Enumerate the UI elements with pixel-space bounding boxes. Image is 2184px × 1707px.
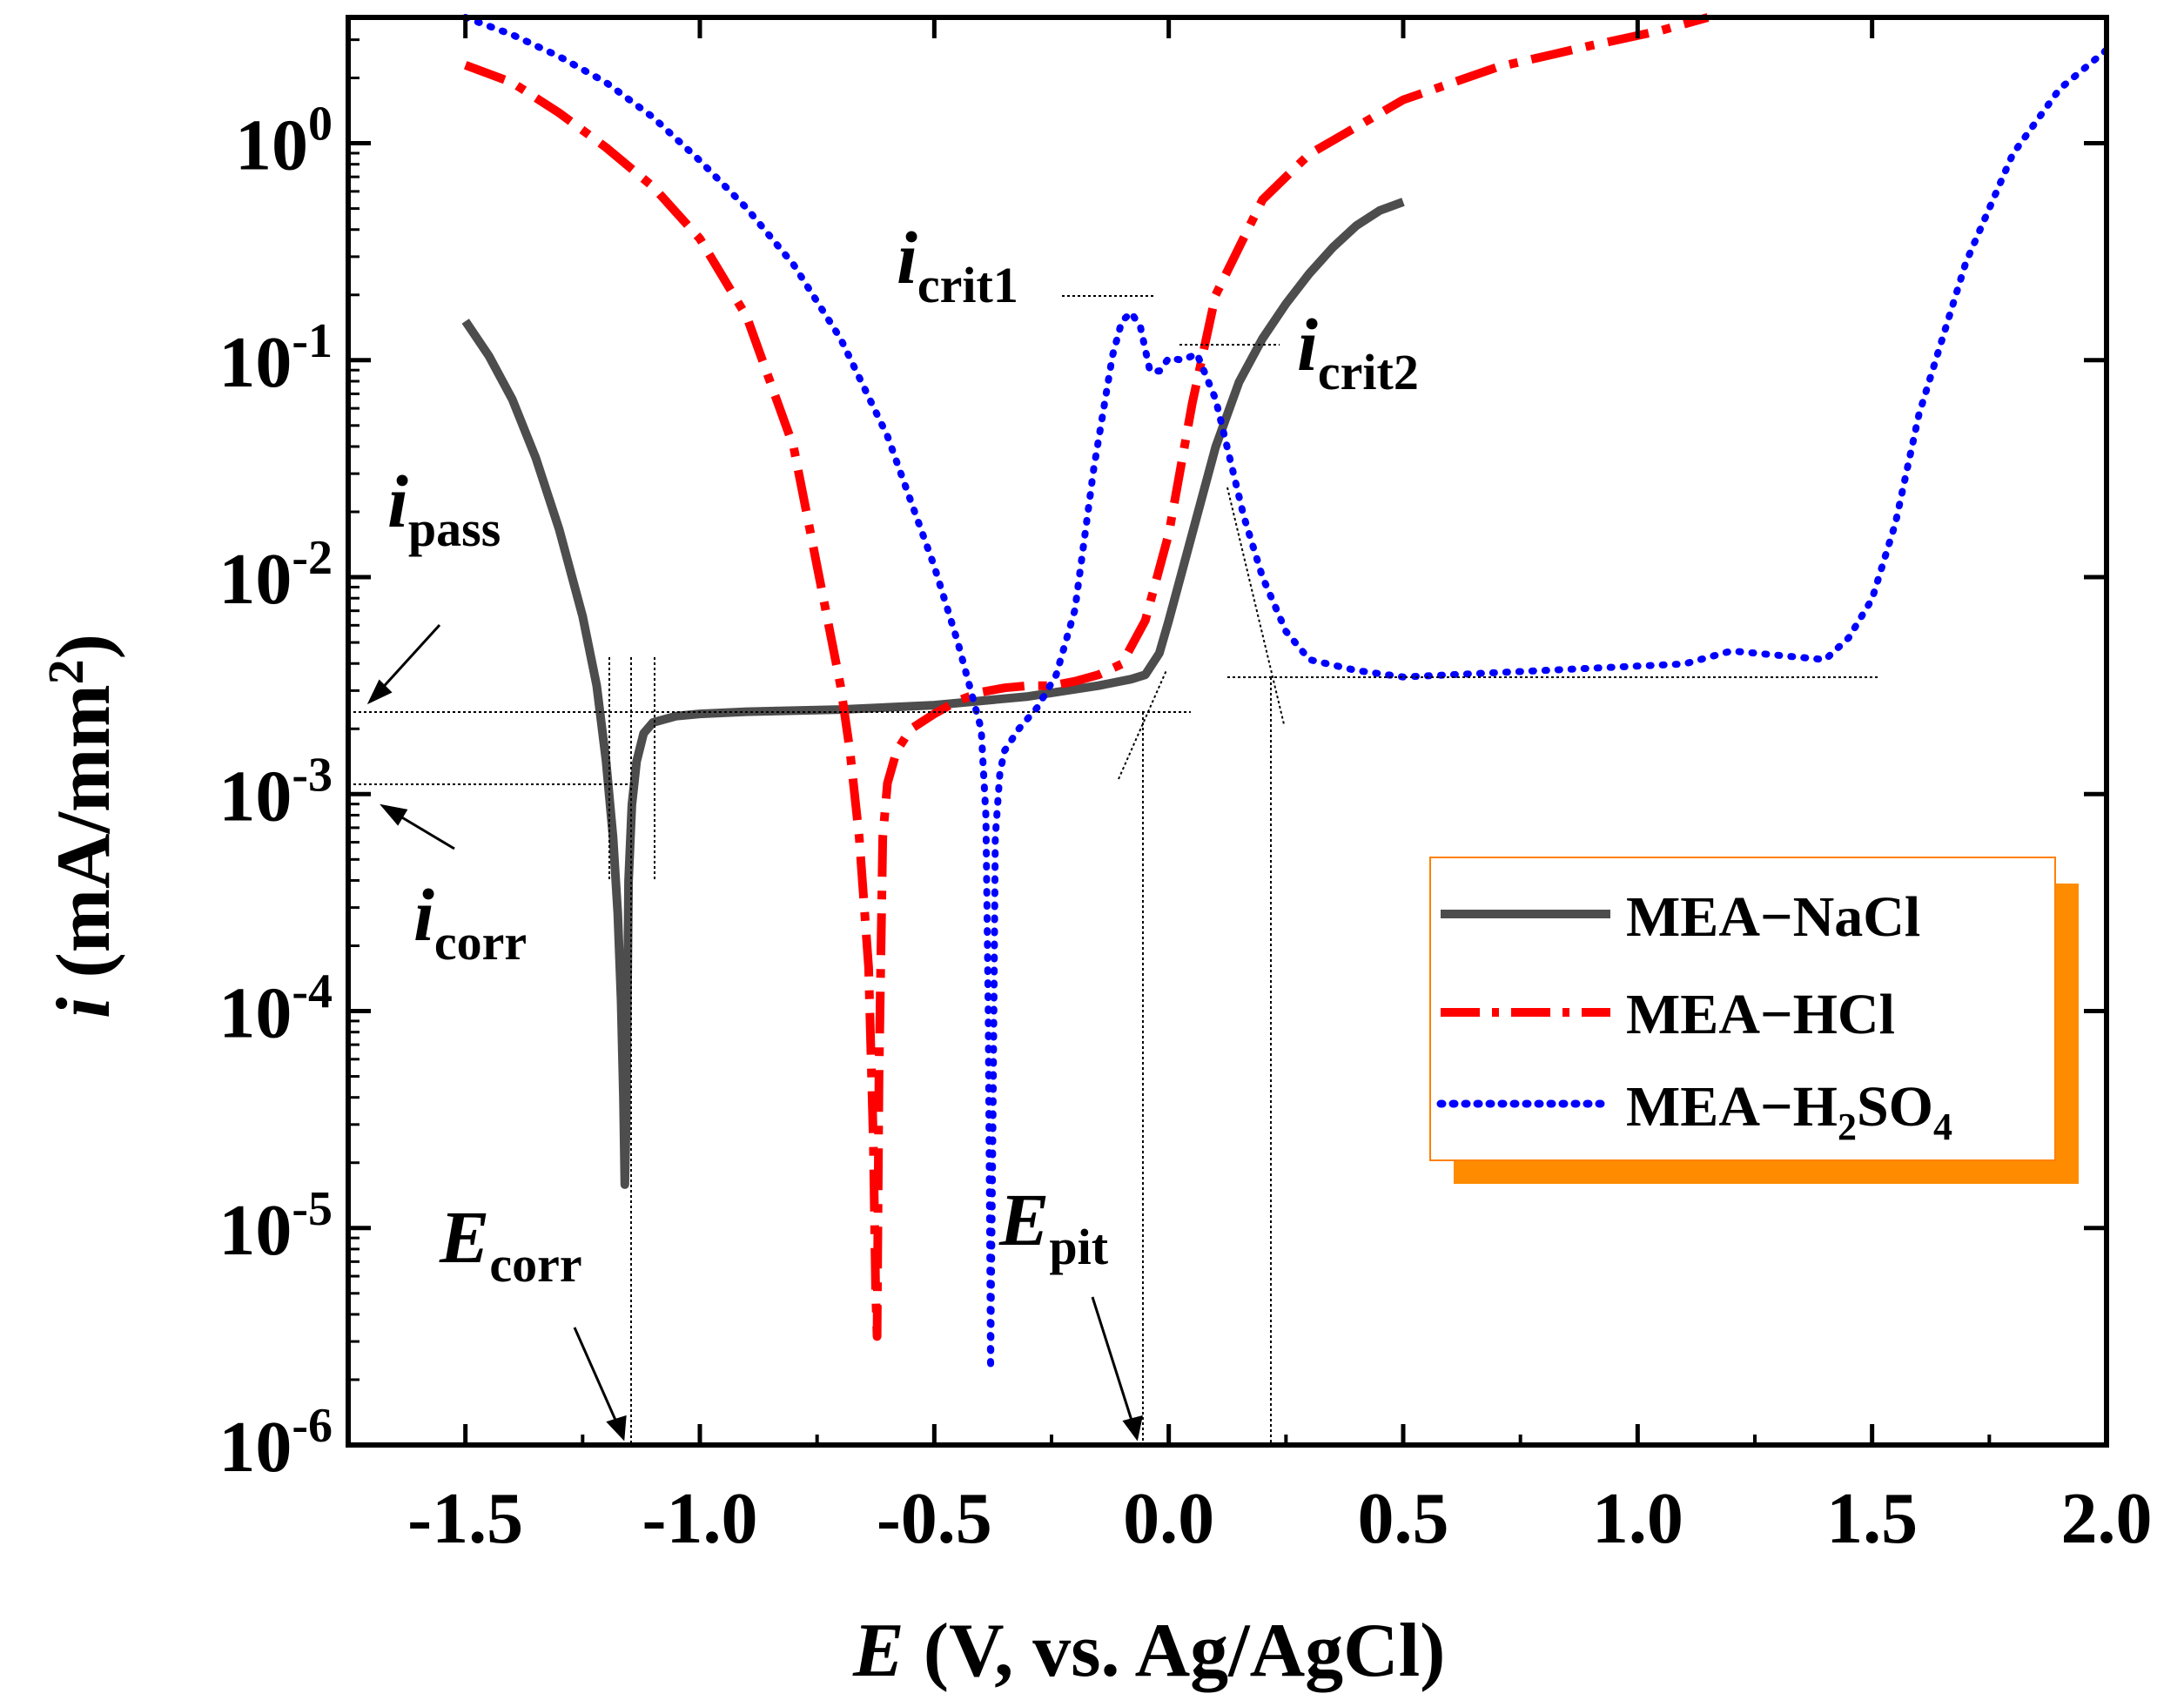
x-tick-label: 2.0 (2061, 1478, 2153, 1559)
x-tick-label: -0.5 (877, 1478, 992, 1559)
series-layer (461, 13, 2110, 1373)
arrow-e-pit (1091, 1296, 1135, 1427)
x-axis-title: E (V, vs. Ag/AgCl) (852, 1609, 1445, 1693)
legend-label-h2so4: MEA−H2SO4 (1626, 1075, 1952, 1148)
annot-i-crit1: icrit1 (897, 216, 1018, 313)
series-line-nacl (461, 198, 1405, 1189)
y-axis-title: i (mA/mm2) (37, 634, 126, 1018)
y-tick-label: 10-3 (218, 748, 333, 837)
y-tick-label: 10-6 (218, 1399, 333, 1488)
axis-ticks (346, 17, 2109, 1448)
series-line-h2so4 (461, 14, 2110, 1373)
arrow-i-pass (377, 623, 441, 694)
y-tick-label: 10-2 (218, 531, 333, 620)
annot-e-corr: Ecorr (439, 1195, 582, 1293)
annot-e-pit: Epit (998, 1178, 1109, 1275)
annotation-arrows (366, 623, 1143, 1442)
tangent-pit (1118, 669, 1167, 780)
y-tick-label: 10-4 (218, 965, 333, 1054)
x-tick-label: -1.0 (642, 1478, 758, 1559)
guide-lines (348, 295, 1880, 1445)
legend-label-hcl: MEA−HCl (1626, 983, 1895, 1046)
annot-i-corr: icorr (413, 873, 527, 971)
x-tick-label: -1.5 (407, 1478, 523, 1559)
arrow-e-corr (573, 1327, 620, 1427)
y-tick-label: 100 (235, 97, 333, 186)
legend-label-nacl: MEA−NaCl (1626, 885, 1920, 949)
x-tick-label: 1.0 (1592, 1478, 1683, 1559)
annot-i-pass: ipass (387, 460, 501, 557)
tangent-h2so4 (1226, 487, 1285, 725)
x-tick-label: 1.5 (1826, 1478, 1918, 1559)
series-line-hcl (463, 13, 1710, 1341)
tick-labels: -1.5 -1.0 -0.5 0.0 0.5 1.0 1.5 2.0 100 10-1 10-2 10… (218, 97, 2152, 1559)
arrow-e-corr-head (606, 1415, 627, 1442)
plot-frame (346, 15, 2109, 1448)
x-tick-label: 0.5 (1358, 1478, 1449, 1559)
annotations: ipass icorr Ecorr Epit icrit1 icrit2 (366, 216, 1419, 1442)
annot-i-crit2: icrit2 (1297, 303, 1419, 400)
y-tick-label: 10-5 (218, 1182, 333, 1271)
arrow-e-pit-head (1122, 1415, 1143, 1442)
arrow-i-corr-head (380, 803, 408, 826)
y-tick-label: 10-1 (218, 314, 333, 403)
arrow-i-corr (395, 812, 455, 850)
x-tick-label: 0.0 (1123, 1478, 1214, 1559)
arrow-i-pass-head (366, 679, 393, 705)
legend: MEA−NaCl MEA−HCl MEA−H2SO4 (1429, 857, 2079, 1184)
